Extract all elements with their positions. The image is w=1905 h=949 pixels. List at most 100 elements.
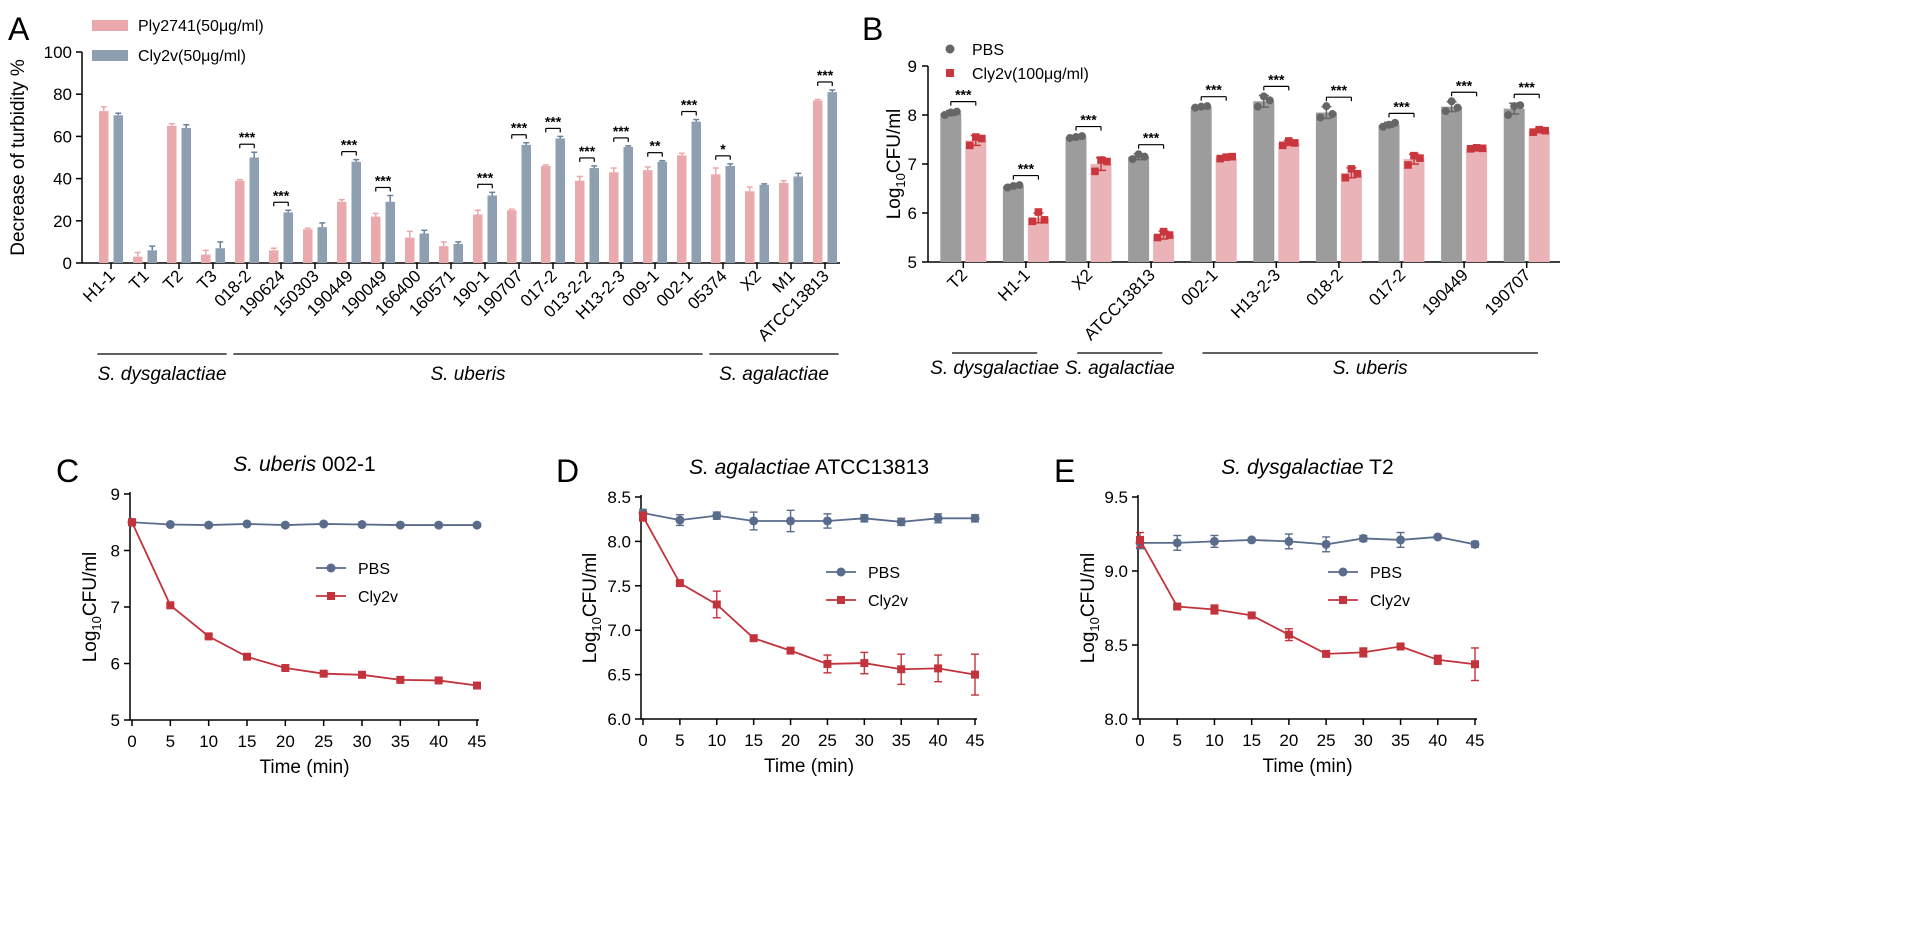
data-point-cly2v: [1103, 157, 1111, 166]
bar-ply2741: [269, 250, 279, 263]
y-tick-label: 40: [53, 170, 72, 189]
x-tick-label: X2: [1068, 265, 1096, 293]
significance-label: ***: [239, 129, 256, 145]
bar-pbs: [1441, 106, 1463, 262]
y-label-tail: CFU/ml: [80, 552, 101, 616]
bar-pbs: [1503, 108, 1525, 262]
bar-ply2741: [745, 191, 755, 263]
bar-ply2741: [133, 256, 143, 263]
data-point-cly2v: [1210, 605, 1219, 614]
data-point-cly2v: [1173, 602, 1182, 611]
data-point-cly2v: [639, 512, 647, 521]
bar-cly2v: [215, 248, 225, 263]
bar-cly2v: [1403, 159, 1425, 262]
chart-title-species: S. uberis: [233, 453, 316, 476]
y-axis-label: Log10CFU/ml: [80, 552, 104, 663]
data-point-cly2v: [1279, 141, 1287, 150]
x-tick-label: 15: [238, 732, 257, 751]
x-tick-label: 017-2: [1365, 265, 1409, 309]
bar-cly2v: [827, 92, 837, 263]
significance-label: ***: [613, 123, 630, 139]
data-point-cly2v: [396, 675, 405, 684]
data-point-cly2v: [319, 669, 328, 678]
panel-label-A: A: [8, 11, 30, 47]
legend-label: Cly2v: [358, 589, 398, 606]
data-point-cly2v: [281, 664, 290, 673]
data-point-pbs: [1134, 150, 1143, 159]
chart-title-strain: ATCC13813: [810, 456, 929, 479]
data-point-cly2v: [1466, 145, 1475, 153]
legend-marker-cly2v: [1339, 596, 1347, 604]
bar-cly2v: [1528, 130, 1550, 262]
legend-label: PBS: [868, 565, 900, 582]
data-point-cly2v: [971, 670, 979, 679]
series-line-cly2v: [642, 516, 976, 676]
y-tick-label: 9: [111, 485, 120, 504]
bar-cly2v: [793, 176, 803, 263]
bar-pbs: [1315, 112, 1337, 262]
data-point-pbs: [434, 520, 444, 530]
data-point-pbs: [1379, 122, 1387, 131]
data-point-cly2v: [860, 659, 869, 668]
data-point-pbs: [1265, 96, 1274, 105]
legend-label: Cly2v(50μg/ml): [138, 48, 246, 65]
data-point-cly2v: [204, 632, 213, 641]
data-point-pbs: [242, 519, 252, 529]
data-point-pbs: [1322, 102, 1331, 111]
bar-cly2v: [1215, 157, 1237, 262]
y-axis-label: Log10CFU/ml: [1078, 553, 1102, 664]
x-tick-label: 0: [127, 732, 136, 751]
bar-cly2v: [759, 184, 769, 263]
x-tick-label: T1: [125, 266, 152, 293]
data-point-pbs: [1259, 92, 1268, 101]
significance-label: ***: [955, 87, 972, 103]
data-point-cly2v: [166, 601, 175, 610]
y-label-main: Log: [580, 632, 601, 664]
x-tick-label: 002-1: [1177, 265, 1221, 309]
y-axis-label: Log10CFU/ml: [580, 553, 604, 664]
data-point-cly2v: [823, 659, 832, 668]
panel-label-B: B: [862, 11, 883, 47]
chart-title: S. dysgalactiae T2: [1221, 456, 1393, 479]
y-tick-label: 6.5: [607, 666, 631, 685]
y-label-tail: CFU/ml: [884, 109, 905, 173]
x-tick-label: T2: [159, 266, 186, 293]
bar-ply2741: [167, 125, 177, 263]
data-point-cly2v: [1359, 648, 1368, 657]
data-point-pbs: [946, 108, 955, 117]
significance-label: ***: [1206, 82, 1223, 98]
data-point-cly2v: [934, 664, 943, 673]
x-axis-label: Time (min): [259, 757, 349, 778]
data-point-cly2v: [1028, 217, 1037, 226]
data-point-pbs: [1140, 152, 1149, 161]
data-point-cly2v: [128, 518, 136, 527]
bar-cly2v: [147, 250, 157, 263]
x-tick-label: H13-2-3: [1227, 265, 1284, 322]
bar-cly2v: [487, 195, 497, 263]
y-tick-label: 100: [44, 43, 72, 62]
data-point-cly2v: [1216, 154, 1224, 163]
x-tick-label: T2: [944, 265, 971, 292]
bar-ply2741: [507, 210, 517, 263]
bar-pbs: [1378, 124, 1400, 262]
data-point-cly2v: [1535, 125, 1543, 134]
bar-ply2741: [677, 155, 687, 263]
x-axis-label: Time (min): [1262, 756, 1352, 777]
bar-cly2v: [385, 201, 395, 263]
y-tick-label: 9: [908, 57, 917, 76]
data-point-cly2v: [1284, 630, 1293, 639]
data-point-pbs: [165, 520, 175, 530]
data-point-pbs: [1078, 132, 1086, 141]
bar-cly2v: [249, 157, 259, 263]
data-point-cly2v: [749, 634, 758, 643]
y-tick-label: 7.0: [607, 621, 631, 640]
data-point-pbs: [1470, 539, 1480, 549]
bar-cly2v: [1090, 164, 1112, 262]
significance-label: **: [650, 138, 661, 154]
bar-cly2v: [521, 144, 531, 263]
data-point-cly2v: [1353, 170, 1362, 178]
legend-label: Cly2v: [868, 593, 908, 610]
x-tick-label: 5: [166, 732, 175, 751]
x-tick-label: 018-2: [1303, 265, 1347, 309]
